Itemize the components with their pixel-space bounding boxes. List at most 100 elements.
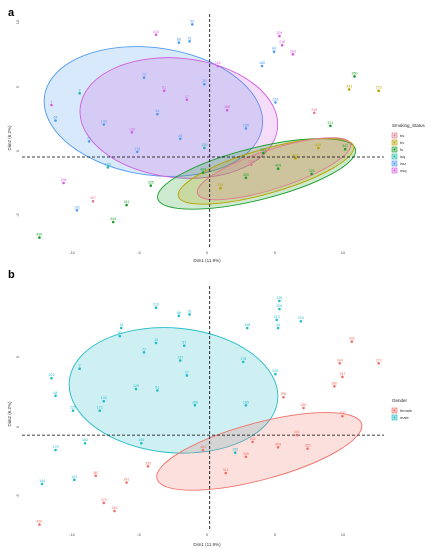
- panel-a-legend-label: nsq: [400, 168, 406, 173]
- panel-b-point: [233, 451, 237, 455]
- panel-a-point: [347, 88, 351, 91]
- panel-a-point: [225, 108, 229, 112]
- panel-b: b 210 126 88 91 204 213 215 34 106 2 201 64 143 172 22…: [7, 269, 413, 547]
- panel-a-legend: Smoking_Status bs bv fs lsq lmz nsq: [391, 123, 426, 174]
- panel-a-point-label: 404: [200, 168, 206, 172]
- panel-b-point-label: 336: [339, 411, 345, 415]
- panel-b-point: [178, 359, 182, 362]
- panel-b-point: [201, 448, 205, 452]
- panel-a-xtick: -10: [69, 250, 76, 255]
- panel-b-point: [278, 299, 281, 303]
- panel-a-confidence-ellipse-nsq: [79, 57, 279, 179]
- panel-b-point-label: 344: [337, 358, 343, 362]
- panel-b-point: [38, 523, 41, 526]
- panel-b-ytick: 0: [15, 425, 20, 428]
- panel-a-point: [190, 23, 194, 26]
- panel-b-point-label: 165: [243, 400, 249, 404]
- panel-b-point: [377, 361, 380, 365]
- panel-a-legend-marker: [393, 155, 396, 158]
- panel-a-point-label: 56: [190, 19, 194, 23]
- panel-a-point-label: 418: [315, 143, 321, 147]
- panel-a-point-label: 196: [61, 178, 67, 182]
- panel-b-point-label: 311: [223, 468, 229, 472]
- panel-a-legend-label: fs: [400, 147, 403, 152]
- panel-a-point: [203, 146, 206, 150]
- panel-b-confidence-ellipse-female: [156, 412, 363, 491]
- panel-a-point-label: 226: [272, 97, 278, 101]
- panel-a-ytick: 5: [15, 85, 20, 88]
- panel-a-point-label: 186: [224, 105, 230, 109]
- panel-a-point-label: 88: [177, 38, 181, 42]
- panel-b-point-label: 129: [133, 384, 139, 388]
- panel-b-point: [119, 326, 123, 330]
- panel-a-point: [54, 119, 57, 122]
- panel-b-point: [302, 406, 305, 410]
- panel-a-ytick: 0: [15, 149, 20, 152]
- panel-b-point-label: 367: [93, 471, 99, 475]
- panel-b-point-label: 92: [118, 331, 122, 335]
- panel-b-point: [72, 478, 76, 482]
- panel-b-y-ticks: 5 0 -5: [15, 355, 20, 498]
- panel-b-point-label: 137: [177, 356, 183, 360]
- panel-b-legend-label: female: [400, 408, 413, 413]
- panel-b-point: [94, 474, 98, 478]
- panel-b-point: [134, 387, 138, 391]
- panel-b-legend-marker: [393, 416, 396, 419]
- panel-b-point-label: 179: [53, 445, 59, 449]
- panel-a-point: [249, 163, 253, 167]
- panel-b-point: [282, 395, 285, 399]
- panel-a-point: [38, 236, 41, 239]
- panel-a-point-label: 273: [376, 86, 382, 90]
- panel-a-legend-marker: [393, 162, 396, 165]
- panel-b-xtick: 10: [341, 532, 346, 537]
- panel-b-point: [54, 394, 57, 398]
- panel-a-point: [294, 157, 297, 160]
- panel-b-x-ticks: -10 -5 0 5 10: [69, 532, 346, 537]
- panel-a-point: [276, 167, 280, 170]
- panel-a-point-label: 252: [248, 160, 254, 164]
- panel-b-point: [185, 374, 189, 377]
- panel-a-legend-marker: [393, 134, 396, 137]
- panel-b-xtick: -5: [137, 532, 141, 537]
- panel-b-point: [125, 481, 128, 484]
- panel-a-point-label: 371: [327, 121, 333, 125]
- panel-b-point: [182, 344, 186, 347]
- panel-a-point-label: 81: [162, 86, 166, 90]
- panel-a-x-axis-label: Dim1 (11.9%): [193, 258, 221, 263]
- panel-b-point-label: 72: [142, 347, 146, 351]
- panel-b-point-label: 168: [192, 400, 198, 404]
- panel-a-point: [142, 76, 146, 79]
- panel-a: a 56 210 88 91 204 2 273 350 343 347 325 344 430 1 64 1…: [7, 7, 426, 263]
- panel-a-point-label: 191: [74, 205, 80, 209]
- panel-a-point: [62, 181, 65, 185]
- panel-a-point: [177, 41, 181, 44]
- panel-a-xtick: 10: [341, 250, 346, 255]
- panel-a-legend-title: Smoking_Status: [392, 123, 426, 128]
- panel-b-point-label: 252: [250, 437, 256, 441]
- panel-a-point: [353, 75, 356, 78]
- panel-b-xtick: 0: [206, 532, 209, 537]
- panel-b-point-label: 296: [280, 392, 286, 396]
- panel-b-point-label: 143: [101, 396, 107, 400]
- panel-b-legend-title: Gender: [392, 398, 408, 403]
- panel-b-point: [350, 340, 354, 343]
- panel-b-x-axis-label: Dim1 (11.9%): [193, 542, 221, 547]
- panel-a-point: [185, 98, 189, 102]
- panel-b-point-label: 172: [97, 406, 103, 410]
- panel-a-point: [156, 112, 159, 116]
- panel-a-point: [280, 43, 284, 47]
- panel-b-point-label: 204: [276, 304, 282, 308]
- panel-b-point-label: 196: [232, 448, 238, 452]
- panel-a-point-label: 367: [90, 196, 96, 200]
- panel-b-point-label: 19: [154, 338, 158, 342]
- panel-b-plot-area: 210 126 88 91 204 213 215 34 106 2 201 64 143 172 225 7…: [22, 286, 384, 530]
- panel-b-point-label: 78: [119, 323, 123, 327]
- panel-a-point-label: 1: [50, 100, 52, 104]
- panel-b-point-label: 17: [185, 370, 189, 374]
- panel-b-point: [113, 509, 116, 513]
- panel-b-point-label: 106: [244, 323, 250, 327]
- panel-b-point: [341, 414, 344, 418]
- panel-a-point: [262, 151, 265, 155]
